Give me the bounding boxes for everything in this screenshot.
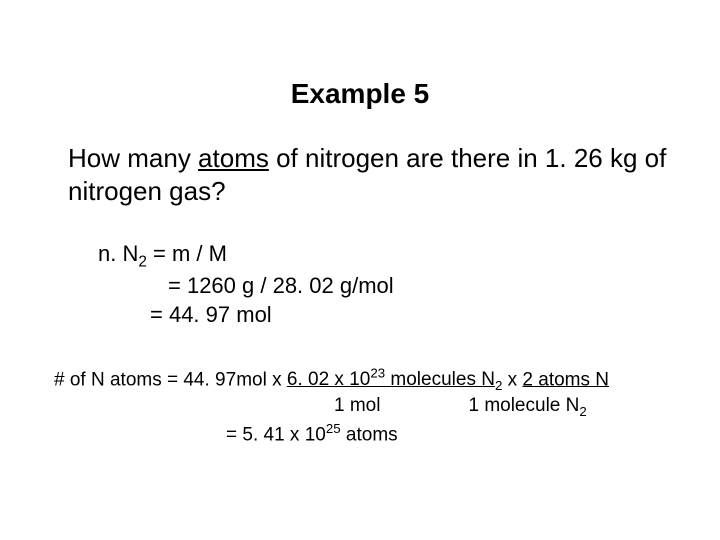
calc1-line3: = 44. 97 mol [150,301,394,330]
calc1-l1-post: = m / M [147,241,227,266]
calc2-line3: = 5. 41 x 1025 atoms [226,420,609,448]
slide: Example 5 How many atoms of nitrogen are… [0,0,720,540]
calc1-l1-sub: 2 [138,253,147,270]
calc2-l1-a: # of N atoms = 44. 97mol x [54,369,287,390]
calc2-l3-b: atoms [341,425,398,446]
calc1-line1: n. N2 = m / M [98,240,394,272]
question-underlined: atoms [198,143,269,173]
calc2-l1-u1b: molecules N [385,369,495,390]
calc2-line2: 1 mol 1 molecule N2 [54,394,609,420]
calc2-l2-b-pre: 1 molecule N [468,395,579,416]
calc2-l2-denom2: 1 molecule N2 [468,394,586,420]
calculation-block-2: # of N atoms = 44. 97mol x 6. 02 x 1023 … [54,365,609,449]
question-text: How many atoms of nitrogen are there in … [68,142,668,207]
calc2-line1: # of N atoms = 44. 97mol x 6. 02 x 1023 … [54,365,609,394]
calc2-l1-frac2: 2 atoms N [522,369,609,390]
calc2-l1-sup: 23 [370,366,385,381]
calc2-l1-mid: x [502,369,522,390]
calc2-l3-sup: 25 [326,421,341,436]
calc1-l1-pre: n. N [98,241,138,266]
slide-title: Example 5 [0,78,720,110]
calculation-block-1: n. N2 = m / M = 1260 g / 28. 02 g/mol = … [98,240,394,330]
calc2-l2-denom1: 1 mol [334,395,380,416]
calc2-l3-a: = 5. 41 x 10 [226,425,326,446]
calc2-l2-b-sub: 2 [579,404,586,419]
question-pre: How many [68,143,198,173]
calc2-l1-u1a: 6. 02 x 10 [287,369,370,390]
calc2-l1-frac1: 6. 02 x 1023 molecules N [287,369,495,390]
calc1-line2: = 1260 g / 28. 02 g/mol [168,272,394,301]
